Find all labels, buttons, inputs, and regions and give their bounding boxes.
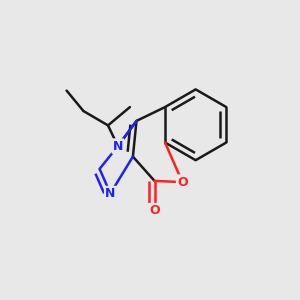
Text: N: N bbox=[113, 140, 123, 153]
Text: O: O bbox=[177, 176, 188, 189]
Text: N: N bbox=[105, 187, 116, 200]
Text: O: O bbox=[149, 204, 160, 217]
